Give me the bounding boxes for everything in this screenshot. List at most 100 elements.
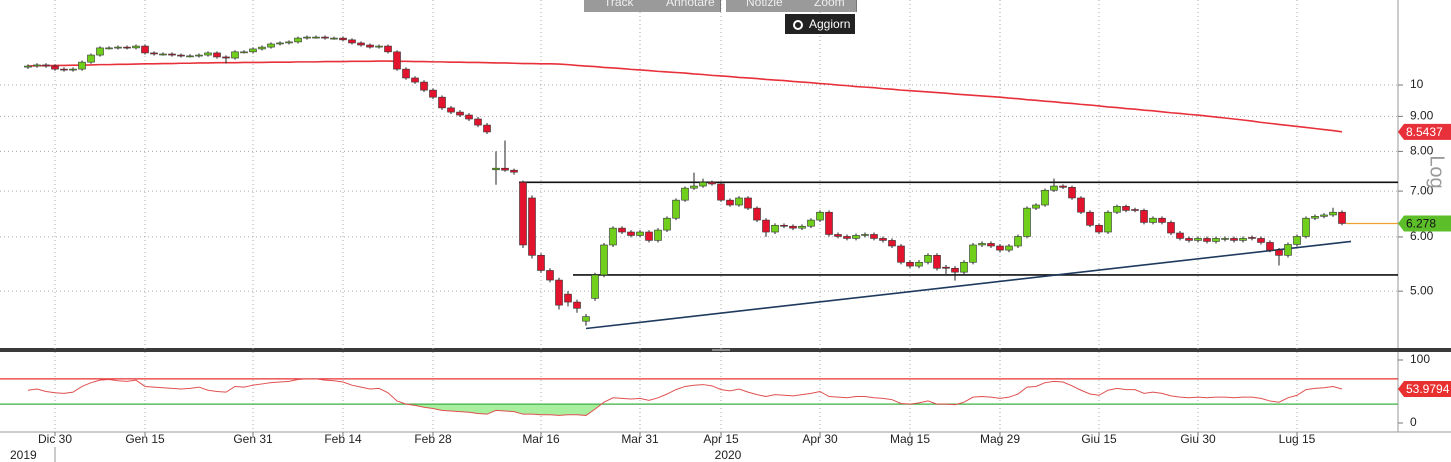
candle-body xyxy=(123,46,131,49)
candle-body xyxy=(231,51,239,59)
candle-body xyxy=(366,44,374,48)
candle-body xyxy=(1257,238,1265,243)
candle-body xyxy=(1095,224,1103,233)
candle-body xyxy=(402,68,410,79)
candle-body xyxy=(132,45,140,49)
candle-body xyxy=(1284,244,1292,256)
candle-body xyxy=(1230,238,1238,241)
candle-body xyxy=(294,37,302,43)
candle-body xyxy=(204,52,212,56)
candle-body xyxy=(1338,211,1346,224)
candle-body xyxy=(60,68,68,71)
toolbar-button[interactable]: Zoom xyxy=(794,0,857,12)
candle-body xyxy=(672,199,680,219)
candle-body xyxy=(375,45,383,48)
value-label-box xyxy=(1398,380,1451,397)
candle-body xyxy=(843,236,851,239)
x-tick-label: Mag 29 xyxy=(980,432,1020,446)
candle-body xyxy=(951,267,959,273)
candle-body xyxy=(789,225,797,229)
candle-body xyxy=(1212,238,1220,242)
value-label-box xyxy=(1398,215,1451,232)
candle-body xyxy=(933,255,941,269)
candle-body xyxy=(771,224,779,233)
x-tick-label: Lug 15 xyxy=(1279,432,1316,446)
x-tick-label: Gen 31 xyxy=(233,432,273,446)
candle-body xyxy=(186,55,194,58)
candle-body xyxy=(1248,237,1256,239)
x-tick-label: Mar 16 xyxy=(522,432,560,446)
candle-body xyxy=(195,54,203,57)
candle-body xyxy=(339,37,347,41)
candle-body xyxy=(411,77,419,83)
year-label: 2020 xyxy=(715,448,742,462)
candle-body xyxy=(78,61,86,70)
value-label: 8.5437 xyxy=(1406,125,1443,139)
candle-body xyxy=(681,187,689,201)
candle-body xyxy=(1167,222,1175,234)
y-tick-label: 10 xyxy=(1410,77,1424,91)
moving-average-line xyxy=(27,60,1343,133)
candle-body xyxy=(987,243,995,247)
candle-body xyxy=(1302,217,1310,237)
candle-body xyxy=(438,96,446,109)
candle-body xyxy=(546,270,554,281)
refresh-button[interactable]: Aggiorn xyxy=(785,14,855,34)
candle-body xyxy=(114,46,122,49)
candle-body xyxy=(537,255,545,271)
candle-body xyxy=(51,65,59,70)
x-tick-label: Apr 15 xyxy=(703,432,739,446)
candle-body xyxy=(942,266,950,269)
toolbar-button[interactable]: Annotare xyxy=(646,0,721,12)
candle-body xyxy=(1068,186,1076,199)
candle-body xyxy=(807,219,815,227)
candle-body xyxy=(1194,238,1202,241)
candle-body xyxy=(528,197,536,256)
candle-body xyxy=(726,199,734,206)
candle-body xyxy=(1275,249,1283,256)
candle-body xyxy=(1104,211,1112,233)
candle-body xyxy=(870,234,878,239)
candle-body xyxy=(564,293,572,303)
candle-body xyxy=(249,48,257,53)
toolbar-button[interactable]: Notizie xyxy=(726,0,795,12)
candle-body xyxy=(474,118,482,126)
candle-body xyxy=(699,182,707,187)
candle-body xyxy=(897,245,905,263)
candle-body xyxy=(663,217,671,231)
candle-body xyxy=(573,301,581,309)
candle-body xyxy=(492,167,500,171)
candle-body xyxy=(519,182,527,246)
candle-body xyxy=(1131,209,1139,211)
candle-body xyxy=(1158,217,1166,223)
toolbar-button[interactable]: Track xyxy=(584,0,647,12)
candle-body xyxy=(1113,206,1121,213)
candle-body xyxy=(141,45,149,54)
candle-body xyxy=(456,111,464,116)
candle-body xyxy=(735,197,743,206)
candle-body xyxy=(87,54,95,63)
scale-label: Log xyxy=(1426,155,1448,188)
candle-body xyxy=(393,51,401,70)
candle-body xyxy=(510,169,518,173)
candle-body xyxy=(1041,189,1049,206)
candle-body xyxy=(753,207,761,221)
candle-body xyxy=(96,47,104,56)
y-tick-label: 0 xyxy=(1410,415,1417,429)
candle-body xyxy=(1014,236,1022,247)
candle-body xyxy=(645,231,653,241)
x-tick-label: Mar 31 xyxy=(621,432,659,446)
candle-body xyxy=(348,39,356,44)
candle-body xyxy=(609,227,617,246)
x-tick-label: Apr 30 xyxy=(802,432,838,446)
value-label: 53.9794 xyxy=(1406,382,1450,396)
y-tick-label: 5.00 xyxy=(1410,283,1434,297)
candle-body xyxy=(150,52,158,55)
candle-body xyxy=(159,53,167,56)
candle-body xyxy=(636,231,644,236)
candle-body xyxy=(582,316,590,322)
candle-body xyxy=(321,36,329,39)
candle-body xyxy=(798,225,806,229)
